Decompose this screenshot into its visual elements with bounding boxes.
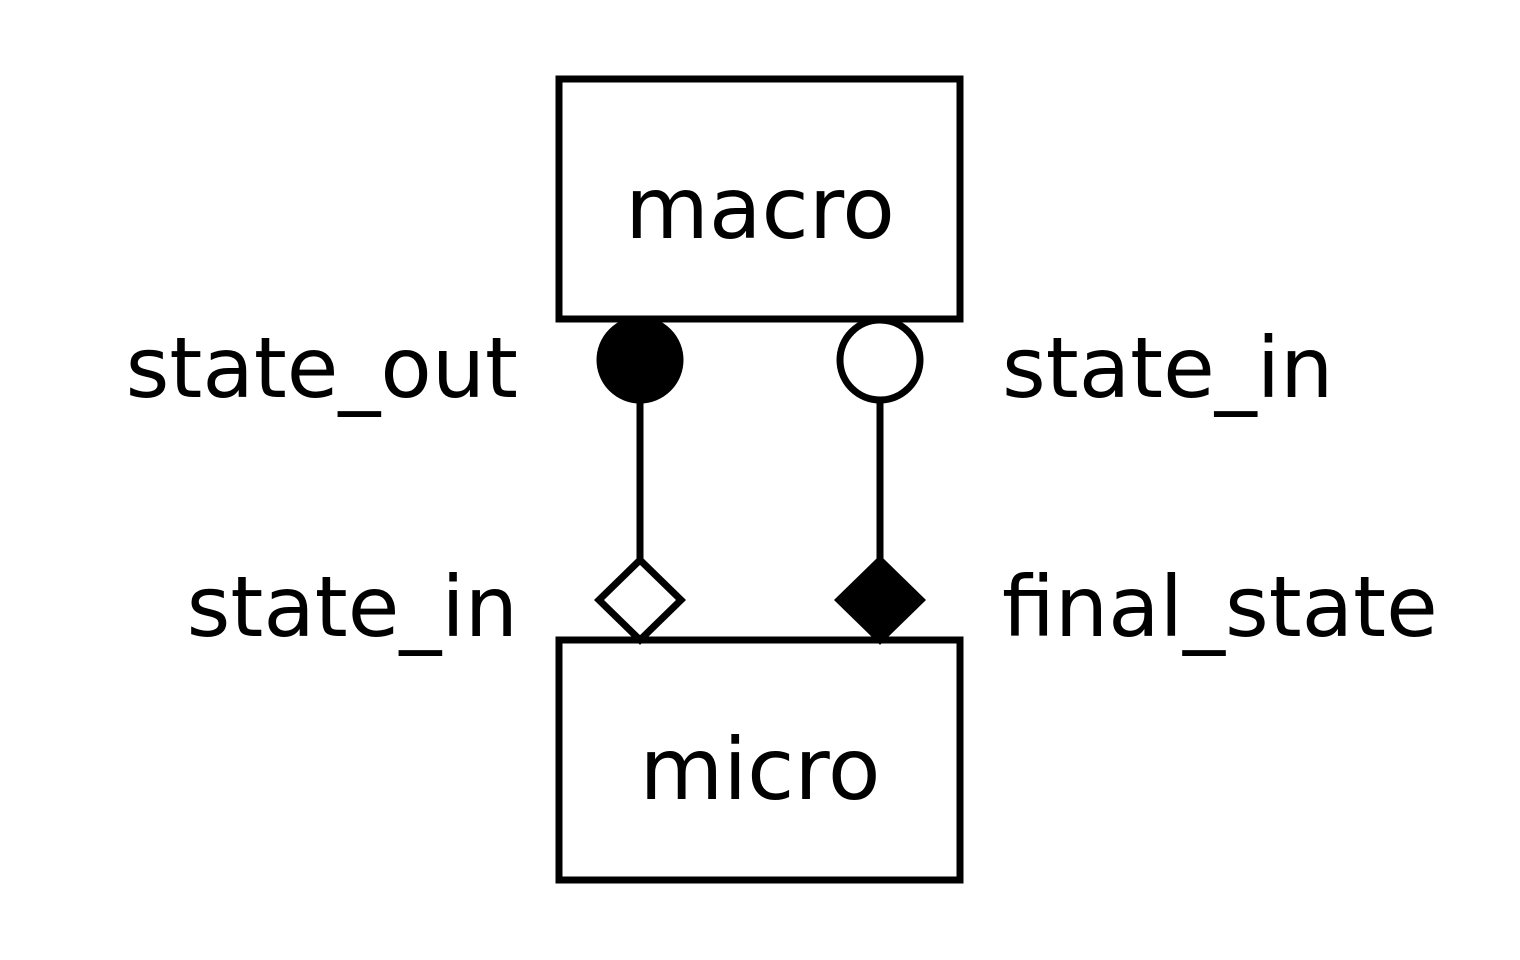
- port-label-top-right: state_in: [1002, 319, 1333, 417]
- port-label-bottom-right: final_state: [1002, 558, 1438, 656]
- input-port-hollow-circle: [836, 316, 924, 404]
- input-port-hollow-diamond: [593, 555, 687, 645]
- macro-box: [555, 75, 964, 323]
- output-port-filled-diamond: [833, 555, 927, 645]
- micro-box-label: micro: [639, 720, 880, 820]
- port-label-top-left: state_out: [126, 319, 518, 417]
- port-label-bottom-left: state_in: [187, 558, 518, 656]
- macro-box-label: macro: [625, 159, 895, 259]
- output-port-filled-circle: [596, 316, 684, 404]
- micro-box: [555, 636, 964, 884]
